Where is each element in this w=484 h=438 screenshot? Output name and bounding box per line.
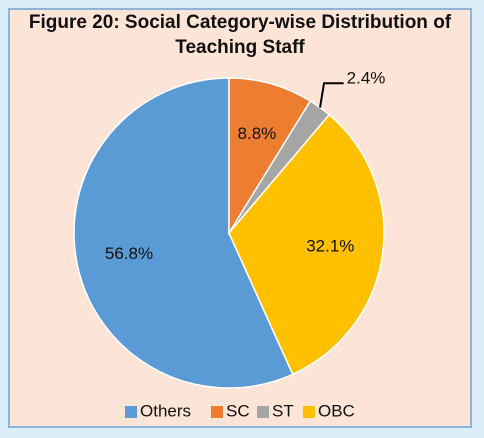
legend-swatch <box>303 406 315 418</box>
legend-swatch <box>125 406 137 418</box>
chart-title: Figure 20: Social Category-wise Distribu… <box>28 12 452 58</box>
data-label: 2.4% <box>347 69 386 88</box>
pie-slice <box>228 77 312 236</box>
legend-swatch <box>257 406 269 418</box>
data-label: 8.8% <box>238 124 277 143</box>
leader-line <box>319 82 344 108</box>
legend-label: OBC <box>318 401 355 420</box>
pie-slice <box>228 113 385 376</box>
legend-label: ST <box>272 401 294 420</box>
data-label: 32.1% <box>306 237 354 256</box>
data-label: 56.8% <box>105 244 153 263</box>
pie-slice <box>73 77 294 389</box>
legend-label: Others <box>140 401 191 420</box>
legend-label: SC <box>226 401 250 420</box>
legend-swatch <box>211 406 223 418</box>
